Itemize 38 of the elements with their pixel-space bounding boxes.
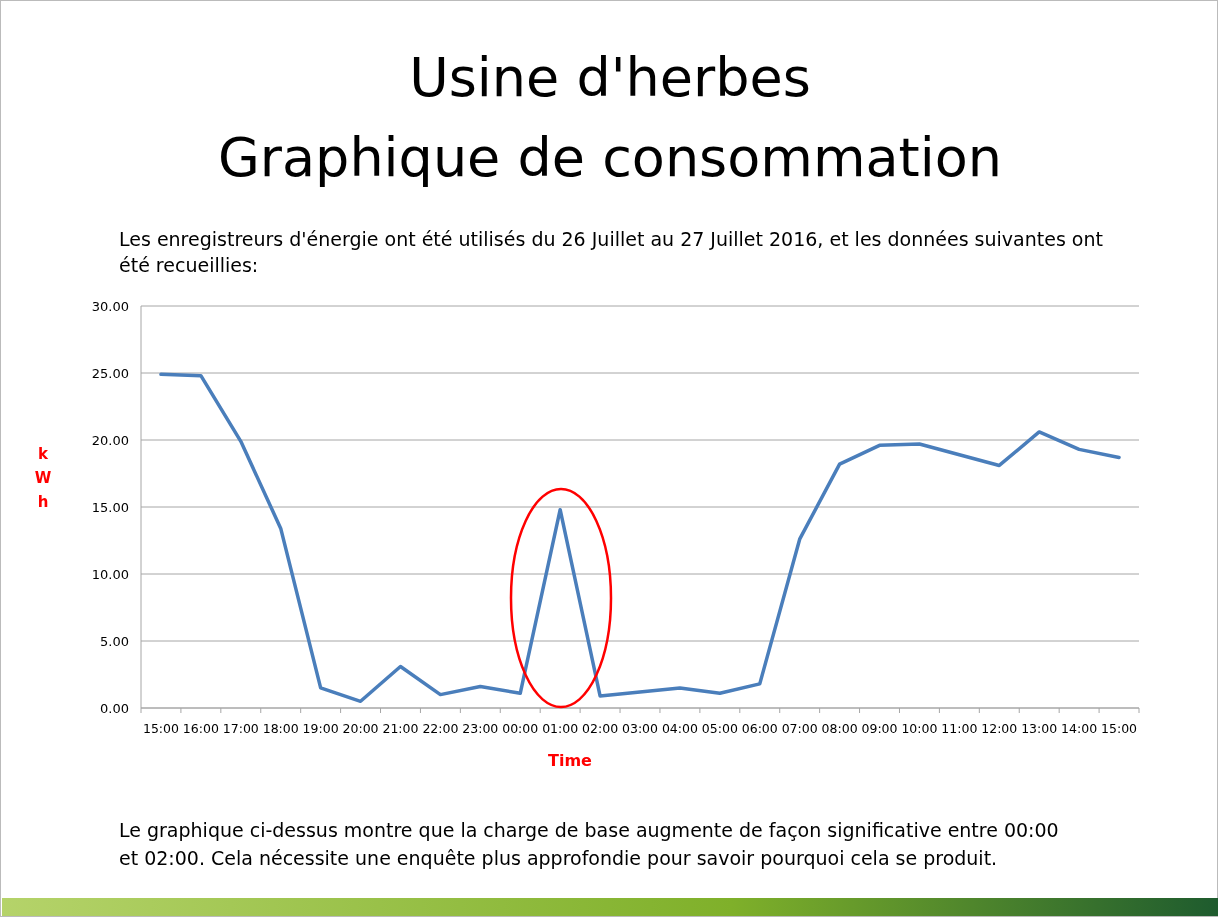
chart-subtitle: Les enregistreurs d'énergie ont été utilisés du 26 Juillet au 27 Juillet 2016, et les données suivantes ont été recueillies: — [119, 227, 1104, 278]
line-series — [159, 372, 1121, 704]
x-tick-label: 19:00 — [302, 721, 339, 736]
x-tick-label: 14:00 — [1061, 721, 1098, 736]
y-tick-label: 10.00 — [91, 566, 129, 582]
x-tick-label: 01:00 — [542, 721, 579, 736]
x-tick-label: 02:00 — [582, 721, 619, 736]
x-tick-label: 10:00 — [901, 721, 938, 736]
chart-title: Usine d'herbes Graphique de consommation — [216, 45, 1004, 191]
x-tick-label: 06:00 — [741, 721, 778, 736]
x-tick-label: 00:00 — [502, 721, 539, 736]
x-tick-label: 04:00 — [661, 721, 698, 736]
x-tick-label: 05:00 — [701, 721, 738, 736]
y-axis-title: kWh — [34, 445, 52, 511]
y-tick-label: 20.00 — [91, 432, 129, 448]
x-tick-label: 08:00 — [821, 721, 858, 736]
x-tick-label: 17:00 — [222, 721, 259, 736]
y-tick-label: 0.00 — [100, 700, 129, 716]
x-tick-label: 20:00 — [342, 721, 379, 736]
x-tick-label: 03:00 — [621, 721, 659, 736]
y-tick-label: 15.00 — [91, 499, 129, 515]
y-tick-label: 25.00 — [91, 365, 129, 381]
x-axis-title: Time — [548, 751, 593, 770]
x-tick-label: 16:00 — [182, 721, 219, 736]
text: Le graphique ci-dessus montre que la charge de base augmente de façon significative entre 00:00 et 02:00. Cela nécessite une enquête plus approfondie pour savoir pourquoi cela se produit. — [119, 818, 1060, 871]
x-tick-label: 21:00 — [382, 721, 419, 736]
x-tick-label: 12:00 — [981, 721, 1018, 736]
x-tick-label: 11:00 — [941, 721, 978, 736]
y-tick-label: 30.00 — [91, 298, 129, 314]
y-tick-label: 5.00 — [100, 633, 129, 649]
x-tick-label: 15:00 — [1101, 721, 1138, 736]
x-tick-label: 13:00 — [1021, 721, 1058, 736]
x-tick-label: 22:00 — [422, 721, 459, 736]
x-tick-label: 23:00 — [462, 721, 499, 736]
x-tick-label: 18:00 — [262, 721, 299, 736]
x-tick-label: 09:00 — [861, 721, 898, 736]
x-tick-label: 07:00 — [781, 721, 818, 736]
x-tick-label: 15:00 — [142, 721, 180, 736]
